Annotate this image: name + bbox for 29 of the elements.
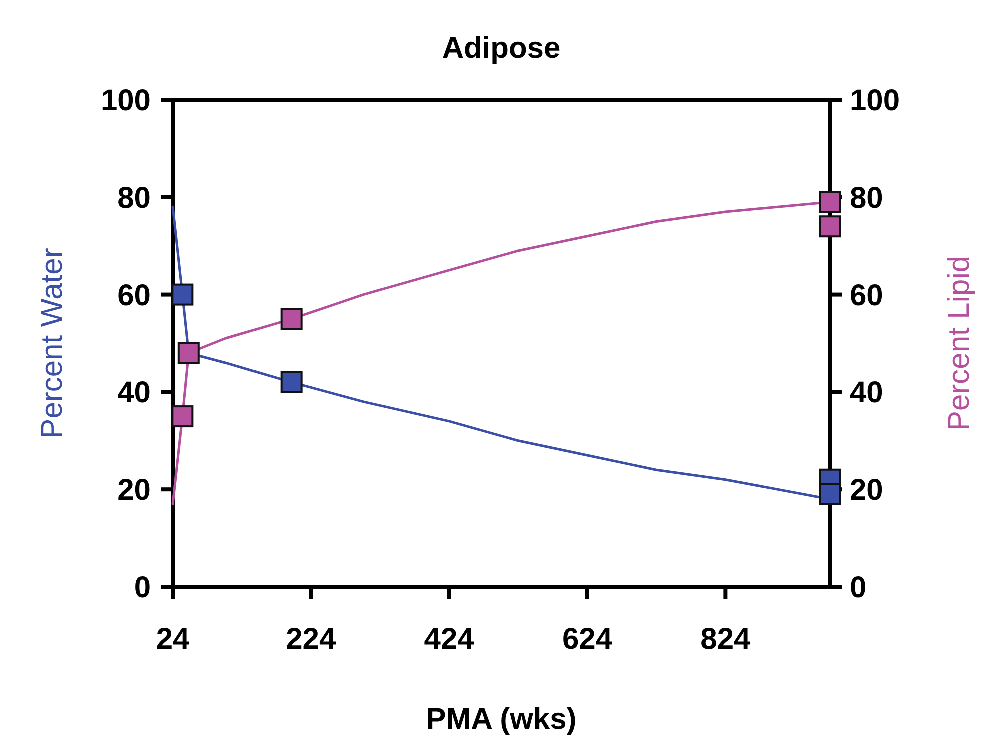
point: [172, 406, 194, 428]
x-tick-label: 624: [562, 623, 613, 656]
y2-tick-label: 80: [850, 182, 884, 215]
point: [819, 216, 841, 238]
point: [819, 483, 841, 506]
x-tick-label: 824: [700, 623, 752, 656]
point: [172, 284, 194, 306]
y2-axis-title: Percent Lipid: [943, 256, 976, 432]
y2-tick-label: 0: [850, 572, 867, 604]
x-tick-label: 424: [424, 623, 475, 656]
y-tick-label: 0: [134, 572, 151, 604]
x-axis-title: PMA (wks): [426, 703, 577, 736]
x-tick-label: 24: [156, 623, 190, 656]
point: [178, 342, 200, 364]
x-tick-label: 224: [286, 623, 337, 656]
point: [280, 371, 303, 394]
y2-tick-label: 100: [850, 84, 900, 118]
y-tick-label: 40: [118, 376, 151, 410]
y-tick-label: 80: [118, 182, 151, 215]
y2-tick-label: 40: [850, 376, 884, 410]
y2-tick-label: 20: [850, 474, 884, 508]
y2-tick-label: 60: [850, 279, 884, 312]
y-tick-label: 60: [118, 279, 151, 312]
y-tick-label: 20: [118, 474, 151, 508]
y-axis-title: Percent Water: [36, 248, 69, 439]
chart-title: Adipose: [442, 32, 561, 65]
point: [819, 191, 841, 214]
point: [280, 308, 303, 330]
y-tick-label: 100: [100, 84, 151, 118]
